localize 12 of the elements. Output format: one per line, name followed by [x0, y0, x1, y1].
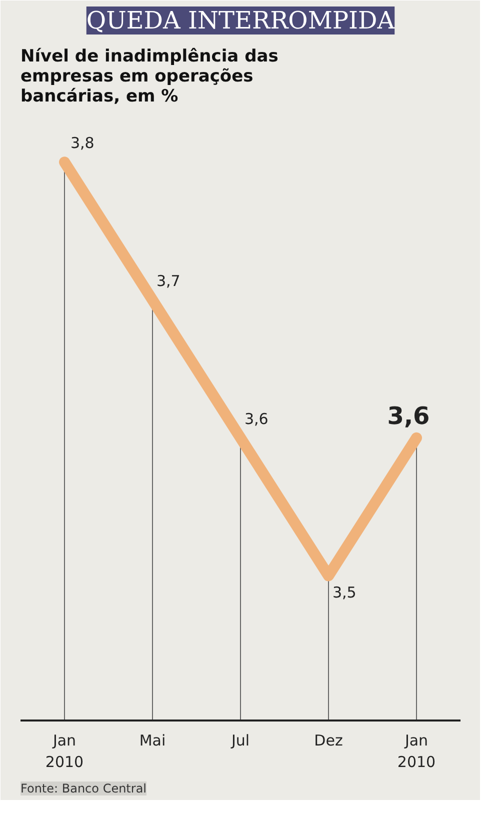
chart-subtitle: Nível de inadimplência das empresas em operações bancárias, em % — [20, 46, 278, 106]
data-label: 3,6 — [244, 410, 268, 428]
x-tick-label: Jan 2010 — [397, 732, 436, 772]
data-label: 3,5 — [332, 584, 356, 602]
data-label: 3,6 — [387, 402, 430, 430]
data-label: 3,7 — [156, 272, 180, 290]
x-tick-label: Jan 2010 — [45, 732, 84, 772]
x-tick-label: Jul — [230, 732, 250, 750]
source-note: Fonte: Banco Central — [20, 782, 147, 796]
x-tick-label: Mai — [139, 732, 166, 750]
x-tick-label: Dez — [314, 732, 343, 750]
data-label: 3,8 — [70, 134, 94, 152]
